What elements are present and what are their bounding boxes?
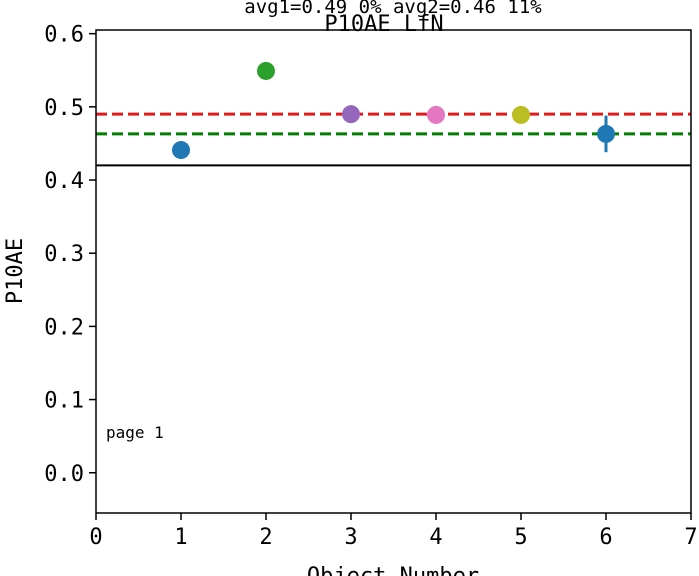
x-tick-label: 6 (599, 525, 612, 550)
point-marker (172, 141, 190, 160)
data-point-4 (427, 105, 445, 124)
point-marker (597, 124, 615, 143)
point-marker (427, 105, 445, 124)
x-tick-label: 2 (259, 525, 272, 550)
point-marker (342, 105, 360, 124)
x-axis-ticks: 0 1 2 3 4 5 6 7 (89, 513, 698, 550)
data-points (172, 61, 615, 160)
point-marker (257, 61, 275, 80)
y-tick-label: 0.4 (44, 169, 84, 194)
x-tick-label: 3 (344, 525, 357, 550)
x-tick-label: 0 (89, 525, 102, 550)
plot-frame (95, 29, 692, 514)
y-tick-label: 0.6 (44, 23, 84, 48)
y-tick-label: 0.3 (44, 242, 84, 267)
data-point-1 (172, 141, 190, 160)
data-point-6 (597, 115, 615, 153)
y-tick-label: 0.5 (44, 96, 84, 121)
data-point-3 (342, 105, 360, 124)
chart-subtitle: avg1=0.49 0% avg2=0.46 11% (244, 0, 542, 18)
chart-title: P10AE LfN (324, 12, 443, 37)
reference-lines (96, 112, 691, 167)
x-tick-label: 5 (514, 525, 527, 550)
y-axis-label: P10AE (3, 238, 28, 304)
y-tick-label: 0.1 (44, 389, 84, 414)
x-tick-label: 4 (429, 525, 442, 550)
y-tick-label: 0.2 (44, 315, 84, 340)
data-point-5 (512, 105, 530, 124)
x-axis-label: Object Number (307, 564, 479, 576)
page-annotation: page 1 (106, 423, 164, 442)
x-tick-label: 1 (174, 525, 187, 550)
y-axis-ticks: 0.0 0.1 0.2 0.3 0.4 0.5 0.6 (44, 23, 96, 487)
x-tick-label: 7 (684, 525, 697, 550)
data-point-2 (257, 61, 275, 80)
point-marker (512, 105, 530, 124)
plot-background (96, 30, 691, 513)
y-tick-label: 0.0 (44, 462, 84, 487)
